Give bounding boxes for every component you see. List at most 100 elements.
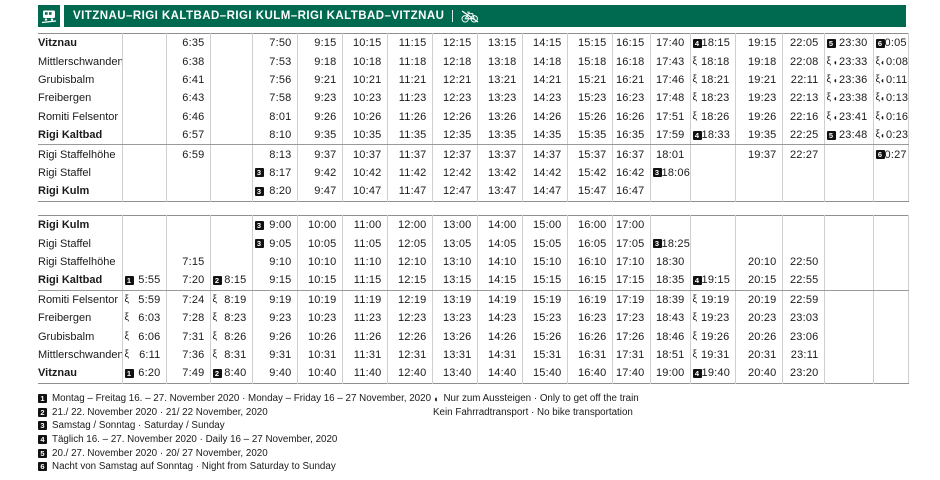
footnote-5-icon: 5 [38,448,47,458]
timetable-cell: 10:18 [341,52,387,71]
timetable-row: Rigi Kulm 3 8:20 9:47 10:47 11:47 12:47 13:47 14… [38,182,908,202]
cell-content: 1 6:20 [123,364,166,382]
cell-content: 22:59 [783,291,824,309]
timetable-rigi-kulm-to-vitznau: Rigi Kulm 3 9:00 10:00 11:00 12:00 13:00 14:00 1… [38,215,909,384]
timetable-cell [209,182,252,202]
timetable-cell: 22:08 [781,52,824,71]
timetable-cell: 9:18 [296,52,342,71]
request-stop-icon: ξ [124,348,129,360]
departure-time: 10:26 [352,110,382,123]
timetable-cell [823,163,873,183]
timetable-cell: 11:19 [341,290,387,309]
exit-only-icon: ◖ [879,94,886,104]
request-stop-icon: ξ [124,293,129,305]
cell-content: 9:26 [298,108,342,126]
timetable-cell: 16:26 [566,327,612,346]
cell-content: 20:40 [736,364,782,382]
cell-content: ξ 19:26 [691,327,735,345]
timetable-row: Grubisbalm 6:41 7:56 9:21 10:21 11:21 12:21 13:… [38,70,908,90]
cell-content: 9:23 [298,89,342,107]
timetable-cell: 15:15 [521,271,567,291]
cell-content: 10:23 [343,89,387,107]
timetable-cell: 4 18:33 [689,125,735,146]
cell-content: 11:42 [388,164,432,182]
timetable-cell [689,182,735,202]
departure-time: 18:35 [655,274,685,287]
timetable-cell: 14:23 [476,308,522,328]
cell-content: 15:42 [568,164,612,182]
cell-content: 16:26 [568,327,612,345]
departure-time: 14:40 [487,367,517,380]
departure-time: 17:48 [655,92,685,105]
request-stop-icon: ξ [124,330,129,342]
departure-time: 12:31 [397,348,427,361]
timetable-cell: 13:15 [476,33,522,53]
departure-time: 17:10 [615,255,645,268]
timetable-cell: 9:37 [296,144,342,164]
station-name: Rigi Kaltbad [38,125,122,146]
timetable-cell: 4 18:15 [689,33,735,53]
footnote-3-icon: 3 [254,186,264,196]
timetable-cell: 23:03 [781,308,824,328]
cell-content: 14:23 [478,309,522,327]
departure-time: 13:26 [487,110,517,123]
departure-time: 6:06 [138,330,161,343]
departure-time: 13:42 [487,166,517,179]
timetable-cell [121,33,166,53]
departure-time: 10:47 [352,185,382,198]
footnote-1-icon: 1 [124,368,134,378]
cell-content: 22:11 [783,71,824,89]
timetable-cell: 12:26 [386,327,432,346]
departure-time: 14:47 [532,185,562,198]
timetable-cell: 8:10 [251,125,297,146]
timetable-cell: ξ ◖23:41 [823,107,873,126]
cell-content: ξ 8:19 [211,291,252,309]
cell-content: 11:31 [343,346,387,364]
footnote-3-icon: 3 [254,168,264,178]
cell-content: 9:10 [253,253,297,271]
departure-time: 16:00 [577,219,607,232]
timetable-cell [734,215,782,235]
departure-time: 18:39 [655,293,685,306]
timetable-cell: 19:26 [734,107,782,126]
cell-content: 13:37 [478,145,522,163]
cell-content: 16:05 [568,234,612,252]
departure-time: 12:42 [442,166,472,179]
departure-time: 10:37 [352,148,382,161]
departure-time: 9:00 [269,219,292,232]
timetable-cell: 18:30 [649,252,690,272]
cell-content: 23:20 [783,364,824,382]
cell-content: 12:47 [433,182,477,200]
departure-time: 19:26 [747,110,777,123]
departure-time: 22:55 [789,274,819,287]
timetable-cell: 10:40 [296,364,342,384]
timetable-cell: 14:47 [521,182,567,202]
departure-time: 20:19 [747,293,777,306]
cell-content: 22:05 [783,34,824,52]
cell-content: 14:23 [523,89,567,107]
timetable-cell: 9:42 [296,163,342,183]
timetable-cell: 3 8:20 [251,182,297,202]
timetable-cell [872,163,908,183]
timetable-cell: 14:21 [521,70,567,90]
timetable-cell: 17:43 [649,52,690,71]
departure-time: 10:15 [352,37,382,50]
timetable-cell [823,234,873,253]
timetable-cell: 7:28 [165,308,210,328]
cell-content: 15:26 [568,108,612,126]
timetable-cell: 9:10 [251,252,297,272]
legend-text: Täglich 16. – 27. November 2020 · Daily … [52,434,338,446]
departure-time: 16:40 [577,367,607,380]
departure-time: 15:23 [577,92,607,105]
cell-content: 15:37 [568,145,612,163]
timetable-cell: 12:35 [431,125,477,146]
timetable-cell: 12:10 [386,252,432,272]
timetable-cell: 14:26 [476,327,522,346]
cell-content: 12:15 [388,271,432,289]
cell-content: 14:21 [523,71,567,89]
timetable-cell: 13:40 [431,364,477,384]
departure-time: 13:18 [487,55,517,68]
cell-content: 18:01 [651,145,690,163]
cell-content: 10:21 [343,71,387,89]
timetable-cell [689,234,735,253]
